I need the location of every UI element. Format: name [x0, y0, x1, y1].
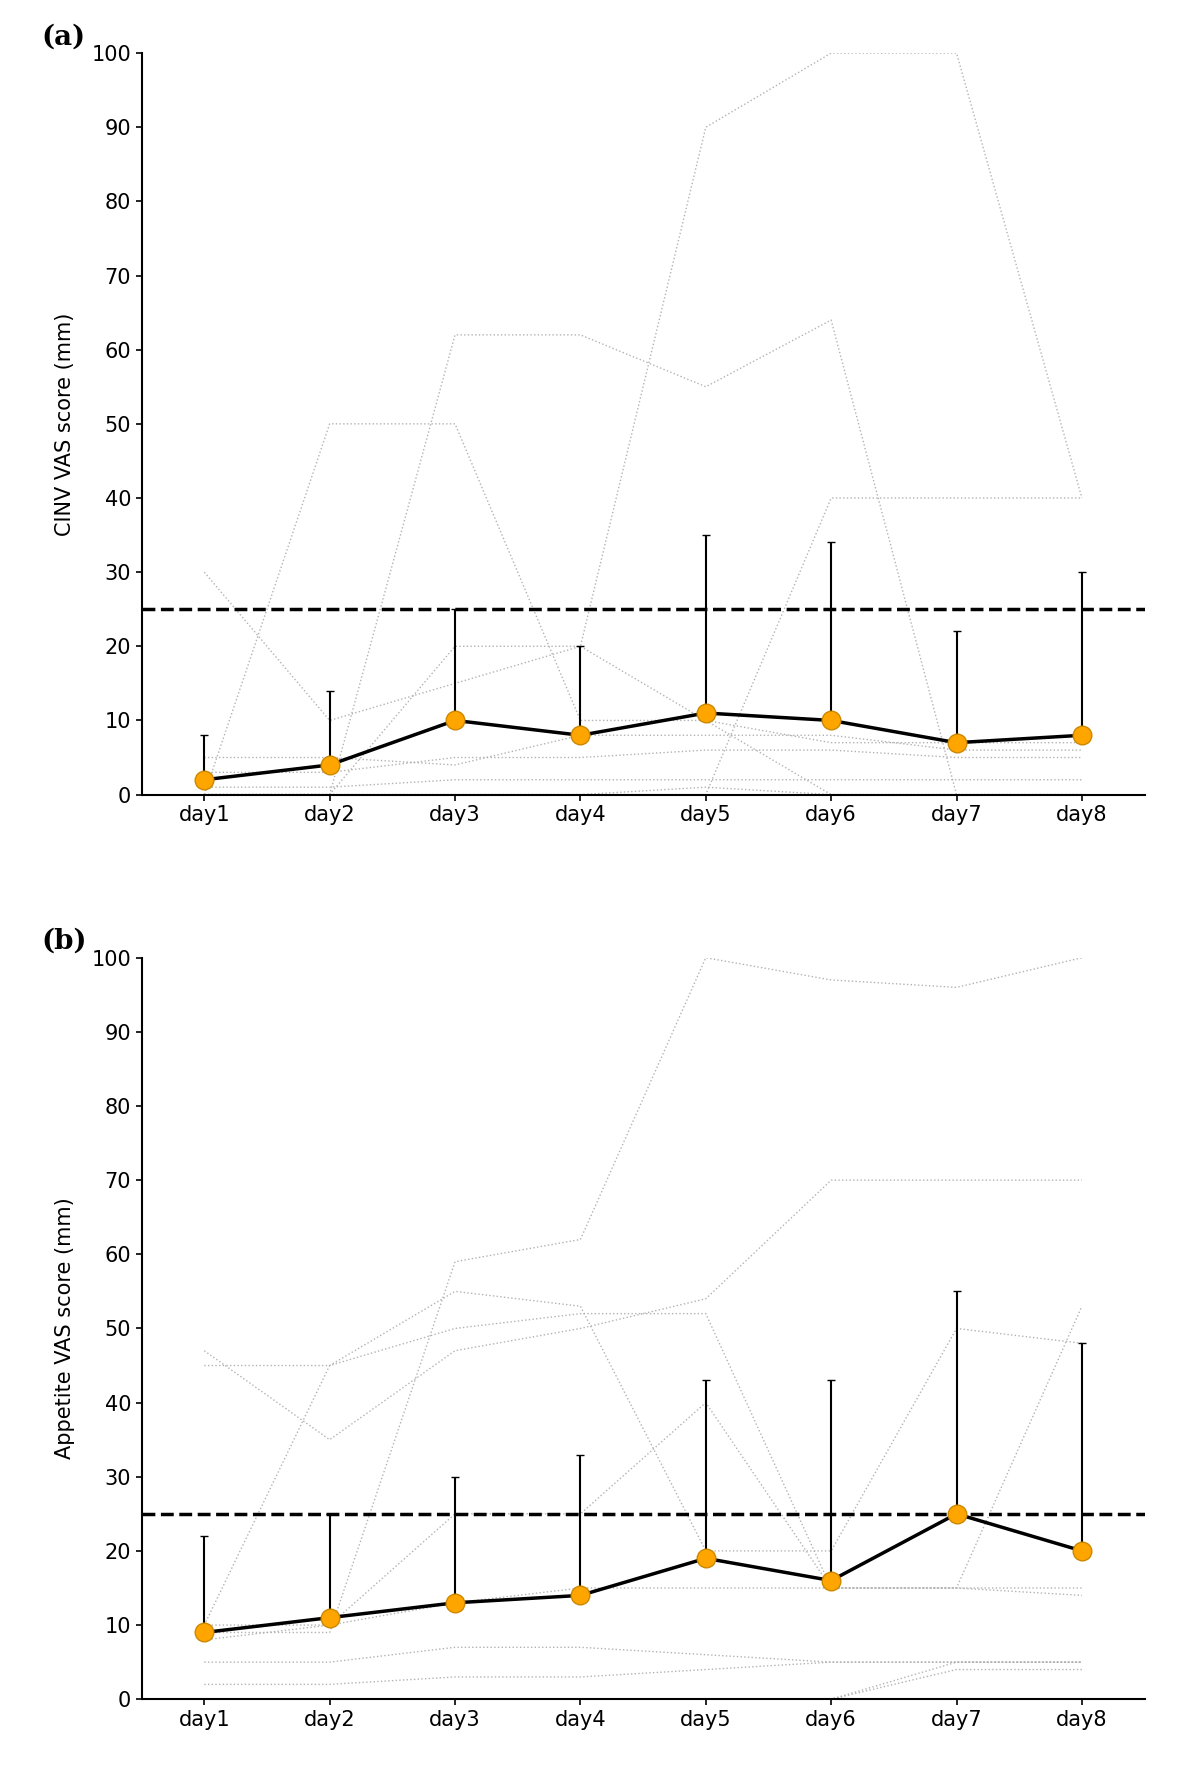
Point [195, 766, 214, 795]
Text: (b): (b) [41, 927, 87, 956]
Point [446, 706, 465, 735]
Point [821, 1566, 840, 1595]
Point [696, 1543, 715, 1572]
Point [320, 1604, 339, 1632]
Point [571, 720, 590, 749]
Point [1073, 720, 1092, 749]
Y-axis label: Appetite VAS score (mm): Appetite VAS score (mm) [54, 1198, 74, 1458]
Point [948, 1499, 966, 1528]
Y-axis label: CINV VAS score (mm): CINV VAS score (mm) [54, 312, 74, 536]
Point [821, 706, 840, 735]
Point [1073, 1536, 1092, 1565]
Point [571, 1581, 590, 1609]
Point [446, 1589, 465, 1618]
Point [696, 699, 715, 727]
Point [948, 729, 966, 758]
Text: (a): (a) [41, 23, 85, 50]
Point [195, 1618, 214, 1646]
Point [320, 750, 339, 779]
